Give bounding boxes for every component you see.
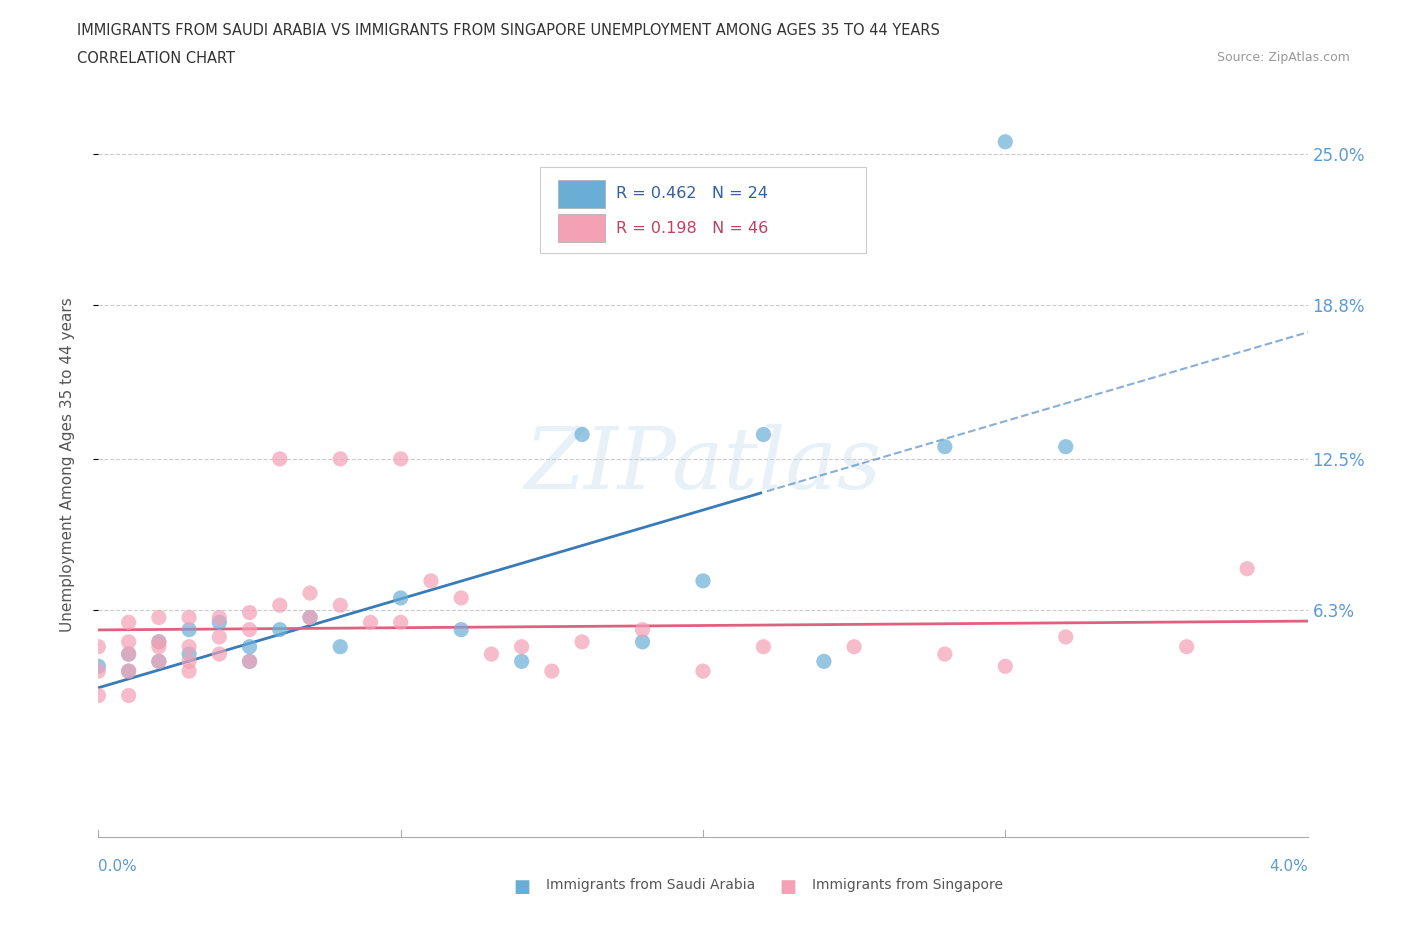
Point	[179, 610, 201, 625]
Text: CORRELATION CHART: CORRELATION CHART	[77, 51, 235, 66]
Point	[752, 427, 775, 442]
Text: 4.0%: 4.0%	[1268, 859, 1308, 874]
Point	[571, 427, 593, 442]
Point	[118, 634, 141, 649]
FancyBboxPatch shape	[558, 214, 605, 242]
Point	[179, 654, 201, 669]
Text: 0.0%: 0.0%	[98, 859, 138, 874]
Point	[148, 634, 170, 649]
Text: IMMIGRANTS FROM SAUDI ARABIA VS IMMIGRANTS FROM SINGAPORE UNEMPLOYMENT AMONG AGE: IMMIGRANTS FROM SAUDI ARABIA VS IMMIGRAN…	[77, 23, 941, 38]
Text: Immigrants from Singapore: Immigrants from Singapore	[811, 878, 1002, 892]
Point	[148, 654, 170, 669]
Point	[844, 639, 866, 654]
Point	[510, 639, 533, 654]
Point	[269, 598, 291, 613]
Point	[148, 634, 170, 649]
Text: ZIPatlas: ZIPatlas	[524, 424, 882, 506]
Point	[239, 622, 262, 637]
Point	[752, 639, 775, 654]
Point	[994, 134, 1017, 149]
Point	[118, 646, 141, 661]
Point	[179, 639, 201, 654]
Point	[813, 654, 835, 669]
Point	[692, 574, 714, 589]
Point	[1054, 439, 1077, 454]
Point	[1236, 561, 1258, 576]
Point	[540, 664, 562, 679]
Point	[208, 610, 231, 625]
Point	[239, 654, 262, 669]
Y-axis label: Unemployment Among Ages 35 to 44 years: Unemployment Among Ages 35 to 44 years	[60, 298, 75, 632]
Point	[118, 646, 141, 661]
Point	[481, 646, 503, 661]
Point	[389, 615, 412, 630]
Point	[269, 451, 291, 466]
Point	[934, 439, 956, 454]
Point	[329, 451, 352, 466]
Point	[450, 591, 472, 605]
Point	[994, 658, 1017, 673]
Point	[87, 639, 110, 654]
Text: Immigrants from Saudi Arabia: Immigrants from Saudi Arabia	[546, 878, 755, 892]
Point	[510, 654, 533, 669]
Point	[208, 646, 231, 661]
Point	[118, 615, 141, 630]
Point	[389, 451, 412, 466]
FancyBboxPatch shape	[558, 180, 605, 207]
Point	[571, 634, 593, 649]
Point	[329, 598, 352, 613]
Point	[631, 622, 654, 637]
Point	[179, 646, 201, 661]
FancyBboxPatch shape	[540, 167, 866, 253]
Text: R = 0.462   N = 24: R = 0.462 N = 24	[616, 186, 768, 201]
Point	[299, 610, 322, 625]
Point	[208, 615, 231, 630]
Point	[118, 664, 141, 679]
Point	[148, 654, 170, 669]
Point	[239, 639, 262, 654]
Text: Source: ZipAtlas.com: Source: ZipAtlas.com	[1216, 51, 1350, 64]
Point	[420, 574, 443, 589]
Point	[934, 646, 956, 661]
Point	[299, 610, 322, 625]
Point	[1054, 630, 1077, 644]
Point	[148, 610, 170, 625]
Point	[389, 591, 412, 605]
Point	[269, 622, 291, 637]
Point	[329, 639, 352, 654]
Text: R = 0.198   N = 46: R = 0.198 N = 46	[616, 221, 768, 236]
Point	[118, 688, 141, 703]
Point	[118, 664, 141, 679]
Point	[87, 664, 110, 679]
Point	[692, 664, 714, 679]
Point	[299, 586, 322, 601]
Point	[208, 630, 231, 644]
Point	[148, 639, 170, 654]
Point	[179, 622, 201, 637]
Point	[87, 658, 110, 673]
Point	[1175, 639, 1198, 654]
Point	[87, 688, 110, 703]
Point	[239, 605, 262, 620]
Point	[450, 622, 472, 637]
Point	[631, 634, 654, 649]
Point	[360, 615, 382, 630]
Text: ■: ■	[779, 878, 796, 896]
Text: ■: ■	[513, 878, 530, 896]
Point	[239, 654, 262, 669]
Point	[179, 664, 201, 679]
